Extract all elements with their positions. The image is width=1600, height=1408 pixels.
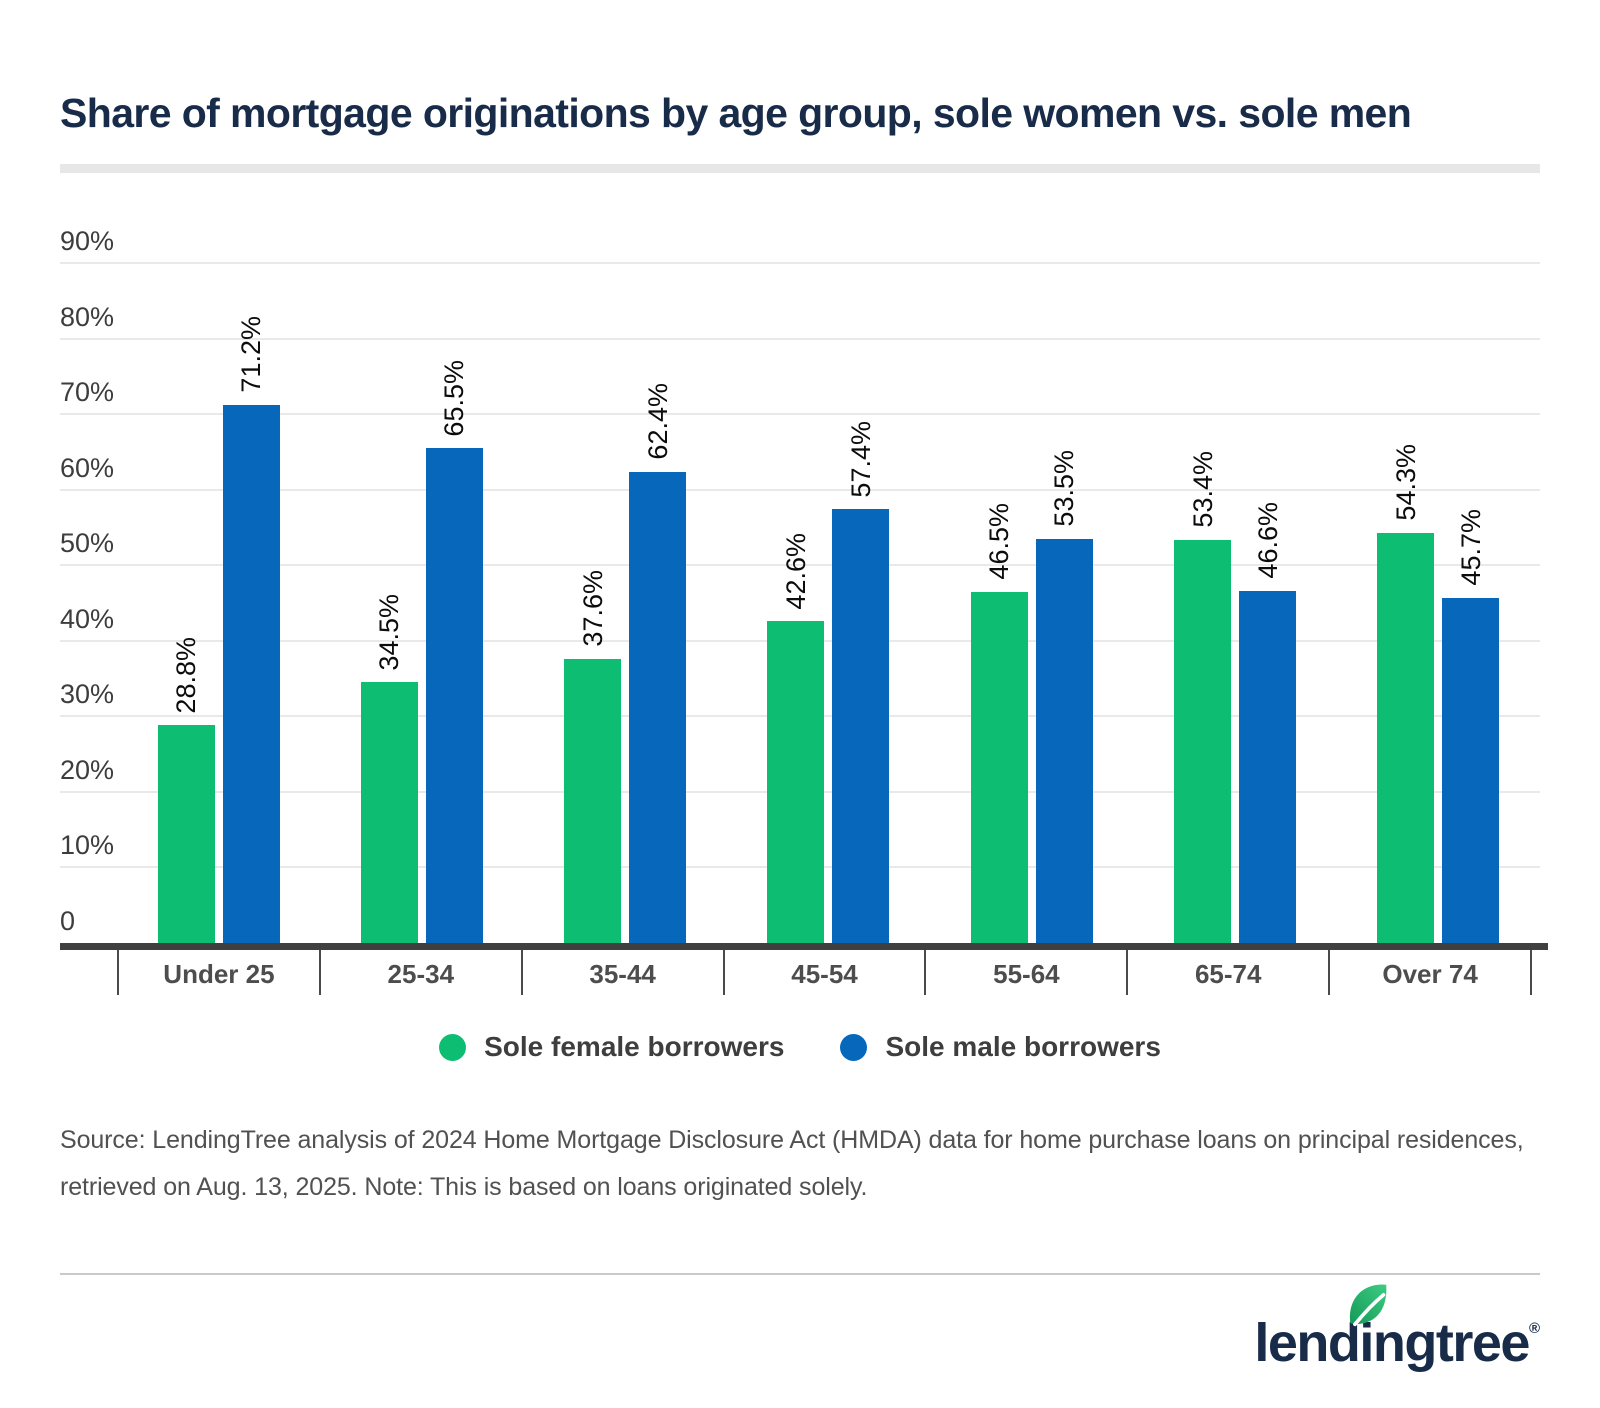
logo-text-after: ngtree [1372, 1313, 1531, 1373]
bar-female: 42.6% [767, 533, 825, 943]
bar-group-65-74: 53.4% 46.6% [1133, 230, 1336, 943]
x-axis-label: 65-74 [1126, 950, 1328, 995]
gridline [60, 337, 1540, 340]
bar-value-label: 71.2% [236, 316, 267, 394]
logo-text-before: lend [1254, 1313, 1361, 1373]
y-tick-label: 60% [60, 452, 115, 483]
legend-label: Sole female borrowers [484, 1031, 785, 1062]
bar-value-label: 45.7% [1455, 509, 1486, 586]
gridline [60, 262, 1540, 264]
leaf-icon [1350, 1284, 1387, 1327]
bar-male: 46.6% [1239, 502, 1297, 943]
bar-group-55-64: 46.5% 53.5% [930, 230, 1133, 943]
bar-female: 34.5% [360, 594, 418, 943]
bar-male: 62.4% [629, 383, 687, 943]
bar-male: 71.2% [222, 316, 280, 943]
logo-leaf-letter: i [1359, 1313, 1374, 1373]
bar-female: 53.4% [1174, 451, 1232, 943]
y-tick-label: 90% [60, 226, 115, 256]
source-line-2: retrieved on Aug. 13, 2025. Note: This i… [60, 1173, 868, 1201]
lendingtree-logo: lend ingtree® [1254, 1284, 1540, 1373]
title-divider [60, 164, 1540, 173]
source-note: Source: LendingTree analysis of 2024 Hom… [60, 1117, 1540, 1211]
bars-container: 28.8% 71.2% 34.5% 65.5% 37.6% 62.4% 42.6% 57.4%… [117, 230, 1540, 943]
y-tick-label: 10% [60, 830, 115, 861]
gridline [60, 413, 1540, 416]
y-tick-label: 70% [60, 377, 115, 408]
bar-group-35-44: 37.6% 62.4% [524, 230, 727, 943]
registered-mark: ® [1528, 1320, 1540, 1337]
bar-value-label: 34.5% [374, 593, 405, 671]
x-axis-line [60, 943, 1548, 950]
gridline [60, 564, 1540, 567]
footer-divider [60, 1273, 1540, 1275]
bar-female: 46.5% [970, 503, 1028, 943]
bar-group-25-34: 34.5% 65.5% [320, 230, 523, 943]
y-tick-label: 30% [60, 679, 115, 710]
x-axis-label: 55-64 [924, 950, 1126, 995]
y-tick-label: 40% [60, 603, 115, 634]
gridline [60, 488, 1540, 491]
bar-female: 37.6% [564, 570, 622, 943]
bar-value-label: 57.4% [845, 420, 876, 498]
x-axis-label: Under 25 [117, 950, 319, 995]
bar-female: 54.3% [1377, 444, 1435, 943]
chart-legend: Sole female borrowers Sole male borrowers [60, 1031, 1540, 1063]
bar-value-label: 65.5% [439, 359, 470, 437]
bar-value-label: 46.6% [1252, 502, 1283, 579]
chart-area: 28.8% 71.2% 34.5% 65.5% 37.6% 62.4% 42.6% 57.4%… [60, 226, 1548, 995]
source-line-1: Source: LendingTree analysis of 2024 Hom… [60, 1126, 1524, 1154]
y-tick-label: 50% [60, 528, 115, 559]
bar-value-label: 62.4% [642, 382, 673, 460]
bar-value-label: 28.8% [171, 636, 202, 714]
bar-group-over-74: 54.3% 45.7% [1337, 230, 1540, 943]
bar-male: 65.5% [425, 360, 483, 943]
bar-value-label: 42.6% [780, 532, 811, 610]
bar-group-under-25: 28.8% 71.2% [117, 230, 320, 943]
logo-leaf-anchor: i [1350, 1284, 1387, 1373]
y-tick-label: 0 [60, 906, 76, 936]
y-tick-label: 80% [60, 301, 115, 332]
legend-swatch-icon [439, 1033, 467, 1061]
bar-group-45-54: 42.6% 57.4% [727, 230, 930, 943]
bar-value-label: 46.5% [984, 503, 1015, 580]
bar-female: 28.8% [157, 637, 215, 943]
logo-row: lend ingtree® [60, 1284, 1540, 1373]
bar-male: 57.4% [832, 421, 890, 943]
x-axis-labels: Under 25 25-34 35-44 45-54 55-64 65-74 Over 74 [117, 950, 1533, 995]
y-tick-label: 20% [60, 754, 115, 785]
x-axis-label: Over 74 [1328, 950, 1533, 995]
x-axis-label: 25-34 [318, 950, 521, 995]
chart-title: Share of mortgage originations by age gr… [60, 90, 1412, 136]
bar-male: 45.7% [1442, 509, 1500, 943]
x-axis-label: 45-54 [722, 950, 925, 995]
bar-value-label: 53.5% [1049, 450, 1080, 527]
x-axis-label: 35-44 [520, 950, 723, 995]
bar-male: 53.5% [1035, 450, 1093, 943]
plot-area: 28.8% 71.2% 34.5% 65.5% 37.6% 62.4% 42.6% 57.4%… [60, 226, 1540, 943]
legend-swatch-icon [840, 1033, 868, 1061]
legend-label: Sole male borrowers [885, 1031, 1161, 1062]
bar-value-label: 37.6% [577, 570, 608, 647]
bar-value-label: 54.3% [1390, 444, 1421, 521]
legend-item-female: Sole female borrowers [439, 1031, 784, 1063]
legend-item-male: Sole male borrowers [840, 1031, 1161, 1063]
bar-value-label: 53.4% [1187, 450, 1218, 528]
